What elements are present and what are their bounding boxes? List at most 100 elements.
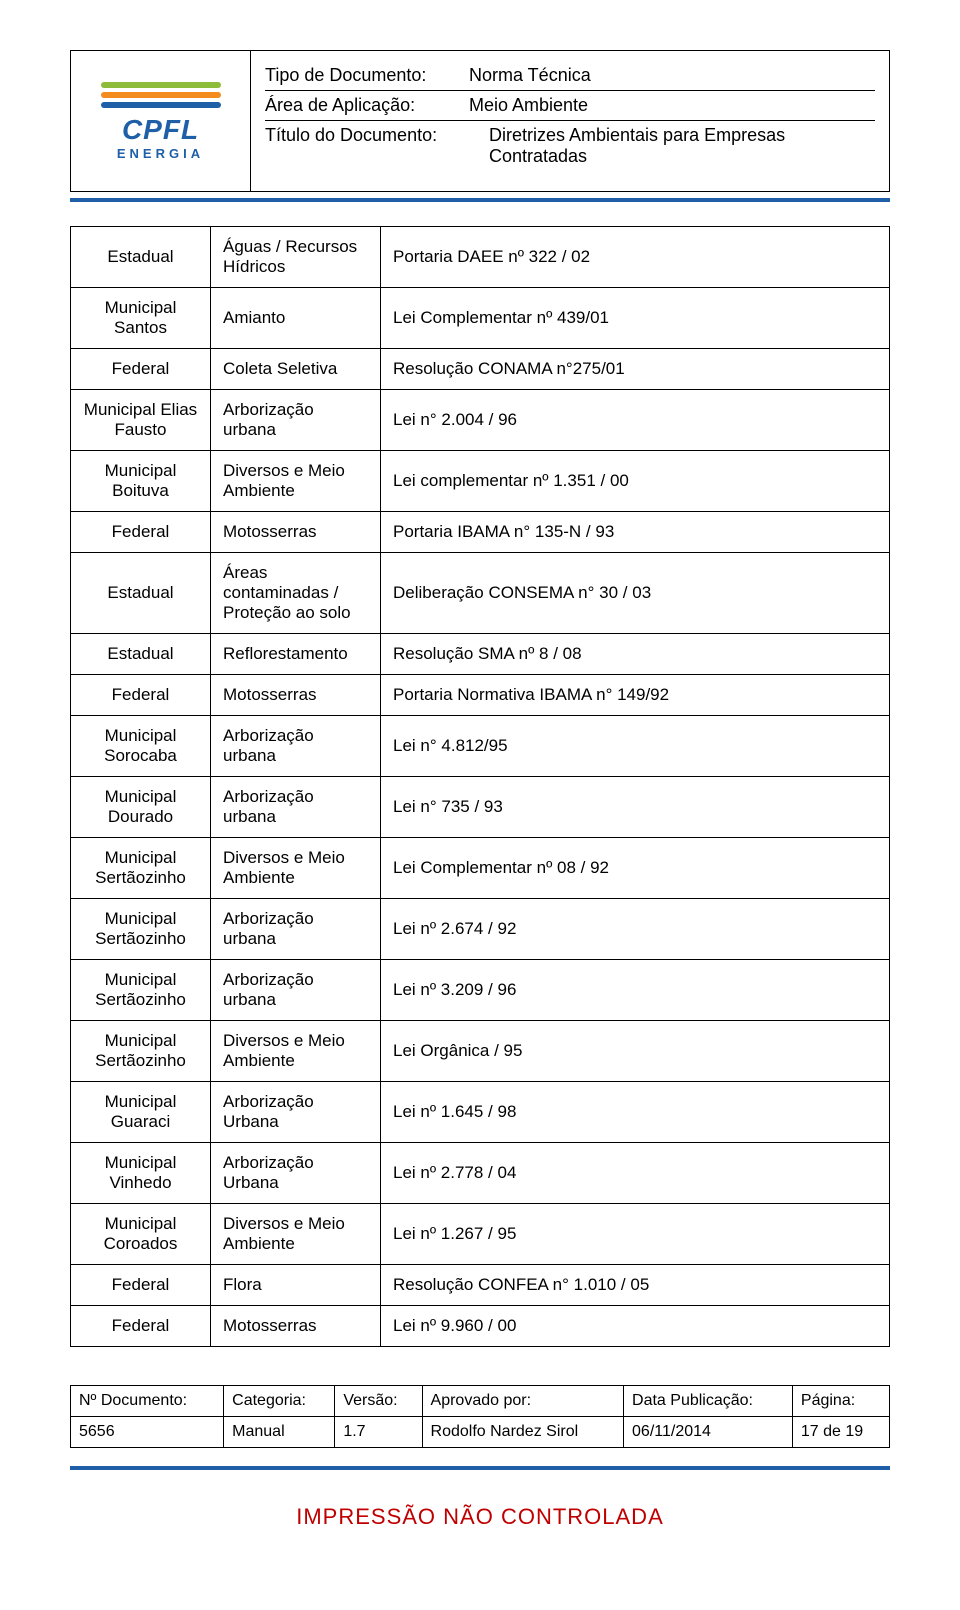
footer-value: 1.7 xyxy=(335,1417,422,1448)
table-cell-norm: Lei nº 3.209 / 96 xyxy=(381,960,890,1021)
logo-subtext: ENERGIA xyxy=(101,146,221,161)
footer-value: 06/11/2014 xyxy=(624,1417,793,1448)
footer-table: Nº Documento: Categoria: Versão: Aprovad… xyxy=(70,1385,890,1448)
table-cell-norm: Lei nº 9.960 / 00 xyxy=(381,1306,890,1347)
table-cell-norm: Portaria DAEE nº 322 / 02 xyxy=(381,227,890,288)
meta-row: Tipo de Documento: Norma Técnica xyxy=(265,61,875,91)
meta-label: Título do Documento: xyxy=(265,125,455,167)
logo-bars-icon xyxy=(101,82,221,108)
meta-value: Norma Técnica xyxy=(469,65,875,86)
table-cell-norm: Lei nº 2.778 / 04 xyxy=(381,1143,890,1204)
table-cell-norm: Deliberação CONSEMA n° 30 / 03 xyxy=(381,553,890,634)
meta-value: Diretrizes Ambientais para Empresas Cont… xyxy=(469,125,875,167)
table-cell-subject: Flora xyxy=(211,1265,381,1306)
table-row: Municipal BoituvaDiversos e Meio Ambient… xyxy=(71,451,890,512)
table-cell-subject: Coleta Seletiva xyxy=(211,349,381,390)
table-row: Municipal SertãozinhoArborização urbanaL… xyxy=(71,960,890,1021)
footer-value: 5656 xyxy=(71,1417,224,1448)
table-cell-scope: Federal xyxy=(71,1306,211,1347)
meta-label: Tipo de Documento: xyxy=(265,65,455,86)
page: CPFL ENERGIA Tipo de Documento: Norma Té… xyxy=(0,0,960,1570)
table-row: EstadualÁguas / Recursos HídricosPortari… xyxy=(71,227,890,288)
table-cell-scope: Estadual xyxy=(71,634,211,675)
table-cell-norm: Lei Orgânica / 95 xyxy=(381,1021,890,1082)
table-cell-subject: Arborização Urbana xyxy=(211,1143,381,1204)
table-cell-scope: Municipal Sorocaba xyxy=(71,716,211,777)
footer-header-row: Nº Documento: Categoria: Versão: Aprovad… xyxy=(71,1386,890,1417)
table-cell-scope: Municipal Santos xyxy=(71,288,211,349)
table-cell-subject: Arborização urbana xyxy=(211,390,381,451)
logo-text: CPFL xyxy=(101,114,221,146)
footer-header: Versão: xyxy=(335,1386,422,1417)
table-cell-subject: Águas / Recursos Hídricos xyxy=(211,227,381,288)
table-cell-scope: Estadual xyxy=(71,553,211,634)
table-row: FederalColeta SeletivaResolução CONAMA n… xyxy=(71,349,890,390)
table-row: Municipal VinhedoArborização UrbanaLei n… xyxy=(71,1143,890,1204)
table-cell-subject: Motosserras xyxy=(211,512,381,553)
table-cell-scope: Municipal Coroados xyxy=(71,1204,211,1265)
table-cell-scope: Municipal Sertãozinho xyxy=(71,1021,211,1082)
table-cell-norm: Lei Complementar nº 08 / 92 xyxy=(381,838,890,899)
table-cell-subject: Arborização Urbana xyxy=(211,1082,381,1143)
table-row: Municipal Elias FaustoArborização urbana… xyxy=(71,390,890,451)
table-cell-subject: Áreas contaminadas / Proteção ao solo xyxy=(211,553,381,634)
table-cell-scope: Municipal Sertãozinho xyxy=(71,838,211,899)
table-row: FederalMotosserrasPortaria IBAMA n° 135-… xyxy=(71,512,890,553)
table-row: EstadualÁreas contaminadas / Proteção ao… xyxy=(71,553,890,634)
table-cell-norm: Lei n° 2.004 / 96 xyxy=(381,390,890,451)
footer-header: Nº Documento: xyxy=(71,1386,224,1417)
table-row: Municipal SertãozinhoDiversos e Meio Amb… xyxy=(71,1021,890,1082)
table-row: Municipal GuaraciArborização UrbanaLei n… xyxy=(71,1082,890,1143)
table-cell-norm: Resolução CONAMA n°275/01 xyxy=(381,349,890,390)
footer-value-row: 5656 Manual 1.7 Rodolfo Nardez Sirol 06/… xyxy=(71,1417,890,1448)
regulations-table: EstadualÁguas / Recursos HídricosPortari… xyxy=(70,226,890,1347)
table-cell-norm: Resolução SMA nº 8 / 08 xyxy=(381,634,890,675)
footer-header: Categoria: xyxy=(224,1386,335,1417)
table-cell-scope: Federal xyxy=(71,512,211,553)
footer-header: Data Publicação: xyxy=(624,1386,793,1417)
table-row: FederalFloraResolução CONFEA n° 1.010 / … xyxy=(71,1265,890,1306)
table-cell-subject: Arborização urbana xyxy=(211,960,381,1021)
table-cell-scope: Municipal Guaraci xyxy=(71,1082,211,1143)
footer-value: Manual xyxy=(224,1417,335,1448)
meta-label: Área de Aplicação: xyxy=(265,95,455,116)
table-row: FederalMotosserrasLei nº 9.960 / 00 xyxy=(71,1306,890,1347)
table-cell-norm: Portaria IBAMA n° 135-N / 93 xyxy=(381,512,890,553)
separator-line xyxy=(70,198,890,202)
table-cell-norm: Lei n° 4.812/95 xyxy=(381,716,890,777)
table-row: Municipal SertãozinhoDiversos e Meio Amb… xyxy=(71,838,890,899)
company-logo: CPFL ENERGIA xyxy=(101,82,221,161)
table-cell-subject: Reflorestamento xyxy=(211,634,381,675)
table-cell-norm: Resolução CONFEA n° 1.010 / 05 xyxy=(381,1265,890,1306)
uncontrolled-print-stamp: IMPRESSÃO NÃO CONTROLADA xyxy=(70,1504,890,1530)
logo-cell: CPFL ENERGIA xyxy=(71,51,251,191)
meta-row: Título do Documento: Diretrizes Ambienta… xyxy=(265,121,875,171)
document-meta: Tipo de Documento: Norma Técnica Área de… xyxy=(251,51,889,191)
table-row: FederalMotosserrasPortaria Normativa IBA… xyxy=(71,675,890,716)
table-cell-subject: Diversos e Meio Ambiente xyxy=(211,1204,381,1265)
meta-value: Meio Ambiente xyxy=(469,95,875,116)
footer-header: Aprovado por: xyxy=(422,1386,624,1417)
table-cell-subject: Amianto xyxy=(211,288,381,349)
table-cell-norm: Lei Complementar nº 439/01 xyxy=(381,288,890,349)
table-cell-subject: Motosserras xyxy=(211,1306,381,1347)
table-cell-norm: Lei complementar nº 1.351 / 00 xyxy=(381,451,890,512)
table-row: Municipal SertãozinhoArborização urbanaL… xyxy=(71,899,890,960)
table-cell-norm: Lei nº 2.674 / 92 xyxy=(381,899,890,960)
table-cell-norm: Lei n° 735 / 93 xyxy=(381,777,890,838)
document-header: CPFL ENERGIA Tipo de Documento: Norma Té… xyxy=(70,50,890,192)
table-cell-subject: Arborização urbana xyxy=(211,716,381,777)
table-row: EstadualReflorestamentoResolução SMA nº … xyxy=(71,634,890,675)
table-cell-scope: Municipal Sertãozinho xyxy=(71,899,211,960)
table-row: Municipal CoroadosDiversos e Meio Ambien… xyxy=(71,1204,890,1265)
table-cell-scope: Federal xyxy=(71,349,211,390)
table-cell-scope: Municipal Elias Fausto xyxy=(71,390,211,451)
table-cell-scope: Municipal Sertãozinho xyxy=(71,960,211,1021)
table-cell-scope: Municipal Dourado xyxy=(71,777,211,838)
table-cell-scope: Federal xyxy=(71,675,211,716)
table-cell-scope: Estadual xyxy=(71,227,211,288)
footer-header: Página: xyxy=(792,1386,889,1417)
table-cell-subject: Arborização urbana xyxy=(211,899,381,960)
table-cell-subject: Diversos e Meio Ambiente xyxy=(211,451,381,512)
meta-row: Área de Aplicação: Meio Ambiente xyxy=(265,91,875,121)
